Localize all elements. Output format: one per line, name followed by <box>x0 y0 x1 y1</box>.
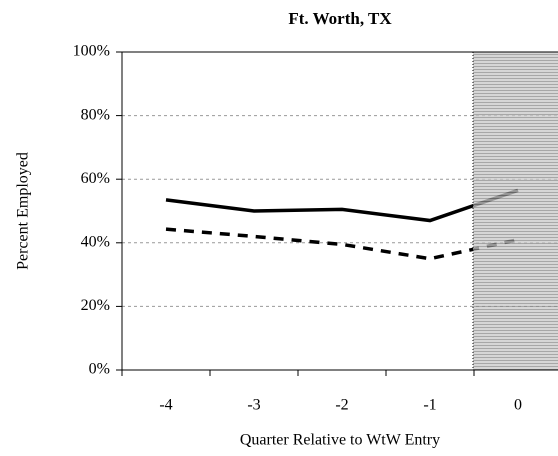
y-tick-label: 40% <box>81 233 110 250</box>
y-tick-label: 100% <box>73 43 110 60</box>
y-tick-label: 60% <box>81 170 110 187</box>
y-tick-label: 20% <box>81 297 110 314</box>
x-tick-label: 0 <box>514 397 522 414</box>
chart-title: Ft. Worth, TX <box>288 9 392 28</box>
y-tick-label: 80% <box>81 106 110 123</box>
lines <box>165 188 519 261</box>
axes: 0% 20% 40% 60% 80% 100% -4 -3 -2 -1 0 <box>73 43 522 414</box>
series-line <box>165 227 519 261</box>
y-axis-label: Percent Employed <box>15 152 32 270</box>
x-tick-label: -4 <box>159 397 172 414</box>
series-line <box>165 188 519 223</box>
plot-border <box>121 51 558 371</box>
y-tick-label: 0% <box>89 361 110 378</box>
shaded-region <box>473 52 558 370</box>
x-tick-label: -2 <box>335 397 348 414</box>
x-tick-label: -1 <box>423 397 436 414</box>
x-tick-label: -3 <box>247 397 260 414</box>
x-axis-label: Quarter Relative to WtW Entry <box>240 432 440 449</box>
